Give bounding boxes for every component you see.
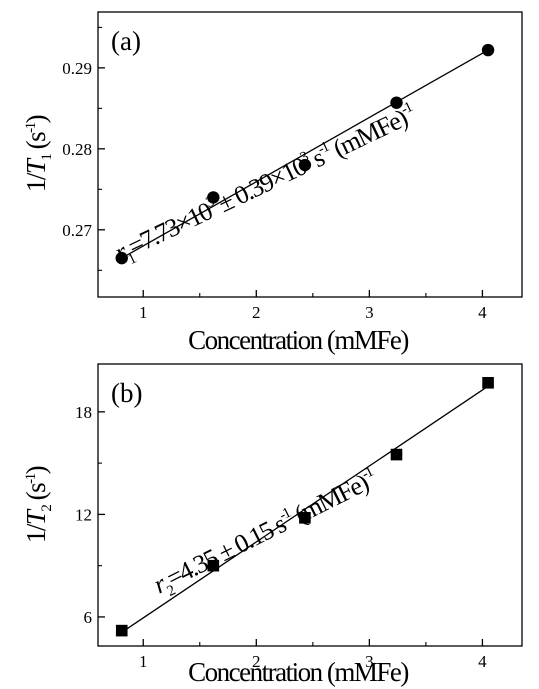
fit-annotation: r2=4.35 ± 0.15 s-1 (mMFe)-1 [149, 464, 384, 604]
fit-line [121, 385, 489, 633]
x-tick-label: 3 [365, 652, 374, 671]
data-point [482, 377, 494, 389]
panel-label: (a) [111, 26, 141, 56]
data-point [207, 559, 220, 572]
data-point [481, 43, 495, 57]
plot-frame [97, 11, 523, 298]
data-point [298, 158, 312, 172]
x-tick-label: 4 [478, 652, 487, 671]
data-point [390, 448, 403, 461]
x-tick-label: 1 [139, 652, 148, 671]
y-tick-label: 0.29 [62, 59, 92, 78]
y-axis-label: 1/T2 (s-1) [21, 466, 55, 543]
x-axis-label: Concentration (mMFe) [188, 657, 408, 687]
x-tick-label: 2 [252, 652, 261, 671]
x-tick-label: 3 [365, 303, 374, 322]
data-point [299, 512, 311, 524]
y-tick-label: 18 [75, 403, 92, 422]
x-axis-label: Concentration (mMFe) [188, 325, 408, 355]
data-point [115, 251, 128, 265]
data-point [390, 96, 403, 109]
y-axis-label: 1/T1 (s-1) [21, 115, 55, 192]
fit-line [121, 49, 489, 259]
x-tick-label: 2 [252, 303, 261, 322]
y-tick-label: 12 [75, 505, 92, 524]
data-point [115, 624, 128, 637]
panel-label: (b) [111, 378, 142, 408]
y-tick-label: 0.27 [62, 221, 92, 240]
x-tick-label: 1 [139, 303, 148, 322]
y-tick-label: 6 [84, 608, 93, 627]
plot-frame [97, 363, 523, 647]
y-tick-label: 0.28 [62, 140, 92, 159]
data-point [207, 191, 220, 204]
x-tick-label: 4 [478, 303, 487, 322]
panel-a: 1 2 3 4 0.27 0.28 0.29 (a) Concentration (mMFe) 1… [21, 11, 523, 355]
fit-annotation: r1=7.73×103 ± 0.39×103 s-1 (mMFe)-1 [110, 99, 423, 272]
